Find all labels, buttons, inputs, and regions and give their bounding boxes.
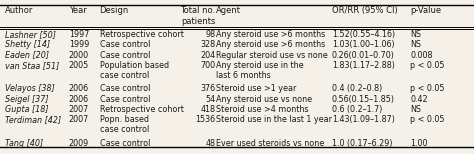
Text: Population based
case control: Population based case control — [100, 61, 169, 80]
Text: 2007: 2007 — [69, 115, 89, 124]
Text: Author: Author — [5, 6, 33, 15]
Text: Steroid use >1 year: Steroid use >1 year — [216, 84, 296, 93]
Text: 0.26(0.01–0.70): 0.26(0.01–0.70) — [332, 51, 395, 60]
Text: 2000: 2000 — [69, 51, 89, 60]
Text: Retrospective cohort: Retrospective cohort — [100, 30, 183, 39]
Text: 2005: 2005 — [69, 61, 89, 70]
Text: Any steroid use >6 months: Any steroid use >6 months — [216, 30, 325, 39]
Text: 2009: 2009 — [69, 139, 89, 148]
Text: Regular steroid use vs none: Regular steroid use vs none — [216, 51, 328, 60]
Text: Year: Year — [69, 6, 86, 15]
Text: 0.008: 0.008 — [410, 51, 432, 60]
Text: Any steroid use vs none: Any steroid use vs none — [216, 95, 312, 104]
Text: 1997: 1997 — [69, 30, 89, 39]
Text: Case control: Case control — [100, 139, 150, 148]
Text: NS: NS — [410, 105, 421, 114]
Text: Eaden [20]: Eaden [20] — [5, 51, 49, 60]
Text: Total no.
patients: Total no. patients — [181, 6, 216, 26]
Text: 2007: 2007 — [69, 105, 89, 114]
Text: Agent: Agent — [216, 6, 241, 15]
Text: Steroid use >4 months: Steroid use >4 months — [216, 105, 308, 114]
Text: 1.03(1.00–1.06): 1.03(1.00–1.06) — [332, 40, 394, 49]
Text: 98: 98 — [206, 30, 216, 39]
Text: NS: NS — [410, 40, 421, 49]
Text: 376: 376 — [201, 84, 216, 93]
Text: p-Value: p-Value — [410, 6, 441, 15]
Text: Any steroid use in the
last 6 months: Any steroid use in the last 6 months — [216, 61, 303, 80]
Text: 1.43(1.09–1.87): 1.43(1.09–1.87) — [332, 115, 395, 124]
Text: 0.4 (0.2–0.8): 0.4 (0.2–0.8) — [332, 84, 382, 93]
Text: Tang [40]: Tang [40] — [5, 139, 43, 148]
Text: 418: 418 — [201, 105, 216, 114]
Text: Case control: Case control — [100, 51, 150, 60]
Text: 0.6 (0.2–1.7): 0.6 (0.2–1.7) — [332, 105, 382, 114]
Text: Gupta [18]: Gupta [18] — [5, 105, 48, 114]
Text: 48: 48 — [206, 139, 216, 148]
Text: p < 0.05: p < 0.05 — [410, 61, 445, 70]
Text: Steroid use in the last 1 year: Steroid use in the last 1 year — [216, 115, 332, 124]
Text: 700: 700 — [201, 61, 216, 70]
Text: p < 0.05: p < 0.05 — [410, 84, 445, 93]
Text: 0.56(0.15–1.85): 0.56(0.15–1.85) — [332, 95, 395, 104]
Text: Design: Design — [100, 6, 129, 15]
Text: Case control: Case control — [100, 95, 150, 104]
Text: 54: 54 — [206, 95, 216, 104]
Text: Lashner [50]: Lashner [50] — [5, 30, 55, 39]
Text: 1.0 (0.17–6.29): 1.0 (0.17–6.29) — [332, 139, 392, 148]
Text: NS: NS — [410, 30, 421, 39]
Text: 2006: 2006 — [69, 84, 89, 93]
Text: 0.42: 0.42 — [410, 95, 428, 104]
Text: Ever used steroids vs none: Ever used steroids vs none — [216, 139, 324, 148]
Text: 1999: 1999 — [69, 40, 89, 49]
Text: 204: 204 — [201, 51, 216, 60]
Text: Retrospective cohort: Retrospective cohort — [100, 105, 183, 114]
Text: Any steroid use >6 months: Any steroid use >6 months — [216, 40, 325, 49]
Text: 1.00: 1.00 — [410, 139, 428, 148]
Text: Terdiman [42]: Terdiman [42] — [5, 115, 61, 124]
Text: OR/RR (95% CI): OR/RR (95% CI) — [332, 6, 398, 15]
Text: Popn. based
case control: Popn. based case control — [100, 115, 149, 134]
Text: 328: 328 — [201, 40, 216, 49]
Text: van Staa [51]: van Staa [51] — [5, 61, 59, 70]
Text: 1.52(0.55–4.16): 1.52(0.55–4.16) — [332, 30, 395, 39]
Text: Case control: Case control — [100, 40, 150, 49]
Text: 1.83(1.17–2.88): 1.83(1.17–2.88) — [332, 61, 395, 70]
Text: 2006: 2006 — [69, 95, 89, 104]
Text: Seigel [37]: Seigel [37] — [5, 95, 48, 104]
Text: Case control: Case control — [100, 84, 150, 93]
Text: Velayos [38]: Velayos [38] — [5, 84, 55, 93]
Text: Shetty [14]: Shetty [14] — [5, 40, 50, 49]
Text: 1536: 1536 — [196, 115, 216, 124]
Text: p < 0.05: p < 0.05 — [410, 115, 445, 124]
